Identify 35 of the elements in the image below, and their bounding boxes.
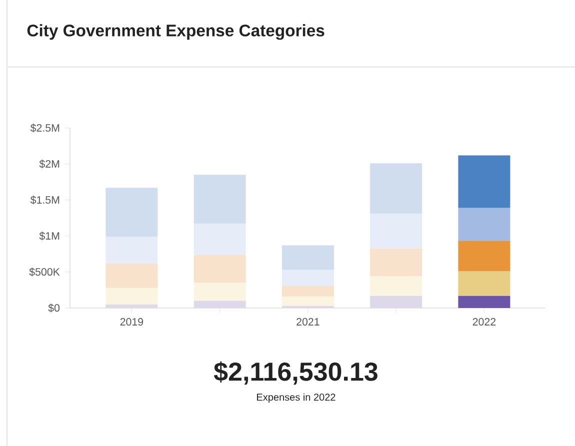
bar (370, 296, 422, 308)
bar (194, 224, 246, 255)
y-tick-label: $2M (39, 160, 60, 168)
bar (370, 248, 422, 276)
bar (194, 282, 246, 301)
bar (458, 241, 510, 272)
chart-title: City Government Expense Categories (27, 24, 324, 40)
bar (458, 208, 510, 242)
bar (106, 236, 158, 264)
bar (282, 270, 334, 286)
x-tick-label: 2019 (120, 318, 144, 326)
y-tick-label: $1M (39, 232, 60, 240)
bar (194, 174, 246, 224)
x-tick-label: 2021 (296, 318, 320, 326)
bar (106, 263, 158, 288)
bar (370, 276, 422, 296)
bar (194, 254, 246, 283)
bar (106, 288, 158, 304)
y-tick-label: $1.5M (30, 196, 60, 204)
text: Expenses in 2022 (257, 393, 336, 403)
text: $2,116,530.13 (214, 361, 378, 385)
x-tick-label: 2022 (472, 318, 496, 326)
bar (458, 155, 510, 208)
bar (282, 296, 334, 306)
bar (282, 245, 334, 270)
bar (282, 286, 334, 296)
bar (106, 188, 158, 237)
bar (370, 214, 422, 248)
y-tick-label: $0 (48, 304, 60, 312)
bar (458, 271, 510, 296)
bar (370, 163, 422, 214)
bar (194, 300, 246, 308)
bar (458, 296, 510, 308)
y-tick-label: $2.5M (30, 124, 60, 132)
y-tick-label: $500K (29, 268, 60, 276)
